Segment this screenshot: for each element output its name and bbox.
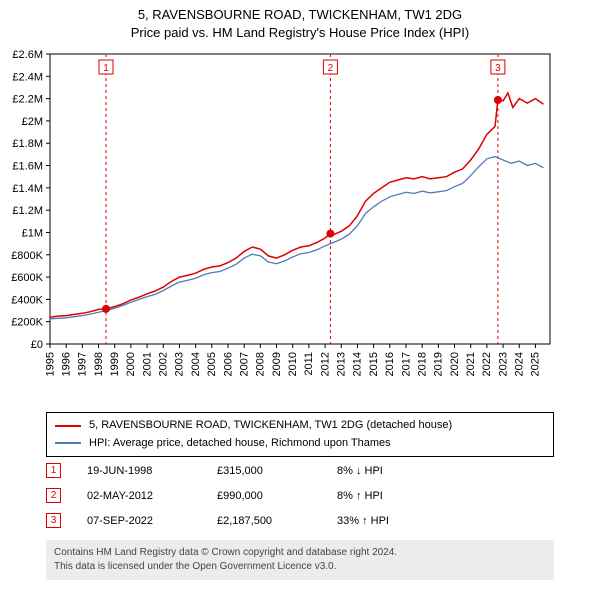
attribution-line2: This data is licensed under the Open Gov…	[54, 560, 546, 574]
svg-text:1995: 1995	[44, 352, 56, 376]
svg-text:2023: 2023	[497, 352, 509, 376]
sale-price: £990,000	[217, 490, 337, 502]
title-area: 5, RAVENSBOURNE ROAD, TWICKENHAM, TW1 2D…	[0, 0, 600, 46]
svg-text:2014: 2014	[352, 352, 364, 376]
svg-text:£1.2M: £1.2M	[12, 205, 43, 217]
svg-text:£2.4M: £2.4M	[12, 71, 43, 83]
sales-table: 1 19-JUN-1998 £315,000 8% ↓ HPI 2 02-MAY…	[46, 458, 554, 533]
svg-text:£1.6M: £1.6M	[12, 161, 43, 173]
svg-text:2022: 2022	[481, 352, 493, 376]
legend-label-1: HPI: Average price, detached house, Rich…	[89, 435, 391, 453]
legend-row: 5, RAVENSBOURNE ROAD, TWICKENHAM, TW1 2D…	[55, 417, 545, 435]
svg-text:1998: 1998	[93, 352, 105, 376]
svg-text:£2.2M: £2.2M	[12, 94, 43, 106]
chart-svg: £0 £200K £400K £600K £800K £1M £1.2M £1.4M £1.6M…	[0, 44, 600, 404]
svg-text:£800K: £800K	[11, 250, 43, 262]
svg-text:2011: 2011	[303, 352, 315, 376]
svg-text:2006: 2006	[222, 352, 234, 376]
svg-text:£600K: £600K	[11, 272, 43, 284]
svg-text:2000: 2000	[125, 352, 137, 376]
sale-badge: 3	[46, 513, 61, 528]
svg-text:1996: 1996	[60, 352, 72, 376]
svg-text:2010: 2010	[287, 352, 299, 376]
title-address: 5, RAVENSBOURNE ROAD, TWICKENHAM, TW1 2D…	[0, 6, 600, 24]
svg-text:£0: £0	[31, 339, 43, 351]
chart: £0 £200K £400K £600K £800K £1M £1.2M £1.4M £1.6M…	[0, 44, 600, 404]
page: 5, RAVENSBOURNE ROAD, TWICKENHAM, TW1 2D…	[0, 0, 600, 590]
sale-date: 19-JUN-1998	[87, 465, 217, 477]
svg-text:2012: 2012	[319, 352, 331, 376]
svg-text:2020: 2020	[449, 352, 461, 376]
legend-swatch-1	[55, 442, 81, 444]
attribution-line1: Contains HM Land Registry data © Crown c…	[54, 546, 546, 560]
svg-text:2005: 2005	[206, 352, 218, 376]
legend-row: HPI: Average price, detached house, Rich…	[55, 435, 545, 453]
svg-text:2001: 2001	[141, 352, 153, 376]
svg-text:£1.4M: £1.4M	[12, 183, 43, 195]
sale-delta: 33% ↑ HPI	[337, 515, 437, 527]
sale-delta: 8% ↓ HPI	[337, 465, 437, 477]
svg-text:2019: 2019	[433, 352, 445, 376]
legend: 5, RAVENSBOURNE ROAD, TWICKENHAM, TW1 2D…	[46, 412, 554, 457]
svg-text:1: 1	[103, 63, 109, 74]
svg-text:2013: 2013	[336, 352, 348, 376]
svg-text:£1.8M: £1.8M	[12, 138, 43, 150]
svg-text:2002: 2002	[158, 352, 170, 376]
table-row: 1 19-JUN-1998 £315,000 8% ↓ HPI	[46, 458, 554, 483]
table-row: 3 07-SEP-2022 £2,187,500 33% ↑ HPI	[46, 508, 554, 533]
sale-badge: 1	[46, 463, 61, 478]
svg-text:2018: 2018	[416, 352, 428, 376]
svg-text:2007: 2007	[238, 352, 250, 376]
sale-delta: 8% ↑ HPI	[337, 490, 437, 502]
svg-text:2016: 2016	[384, 352, 396, 376]
svg-text:£400K: £400K	[11, 294, 43, 306]
svg-text:1997: 1997	[77, 352, 89, 376]
sale-date: 07-SEP-2022	[87, 515, 217, 527]
svg-text:£2M: £2M	[22, 116, 43, 128]
svg-text:2003: 2003	[174, 352, 186, 376]
legend-label-0: 5, RAVENSBOURNE ROAD, TWICKENHAM, TW1 2D…	[89, 417, 452, 435]
legend-swatch-0	[55, 425, 81, 427]
svg-text:2004: 2004	[190, 352, 202, 376]
svg-text:2024: 2024	[514, 352, 526, 376]
svg-text:2021: 2021	[465, 352, 477, 376]
sale-date: 02-MAY-2012	[87, 490, 217, 502]
table-row: 2 02-MAY-2012 £990,000 8% ↑ HPI	[46, 483, 554, 508]
svg-text:2015: 2015	[368, 352, 380, 376]
svg-text:£200K: £200K	[11, 317, 43, 329]
svg-text:2008: 2008	[255, 352, 267, 376]
attribution: Contains HM Land Registry data © Crown c…	[46, 540, 554, 580]
sale-price: £315,000	[217, 465, 337, 477]
svg-text:1999: 1999	[109, 352, 121, 376]
svg-text:2017: 2017	[400, 352, 412, 376]
sale-price: £2,187,500	[217, 515, 337, 527]
title-subtitle: Price paid vs. HM Land Registry's House …	[0, 24, 600, 42]
svg-text:£1M: £1M	[22, 227, 43, 239]
sale-badge: 2	[46, 488, 61, 503]
svg-text:£2.6M: £2.6M	[12, 49, 43, 61]
svg-text:3: 3	[495, 63, 501, 74]
svg-text:2025: 2025	[530, 352, 542, 376]
svg-text:2: 2	[328, 63, 334, 74]
svg-text:2009: 2009	[271, 352, 283, 376]
